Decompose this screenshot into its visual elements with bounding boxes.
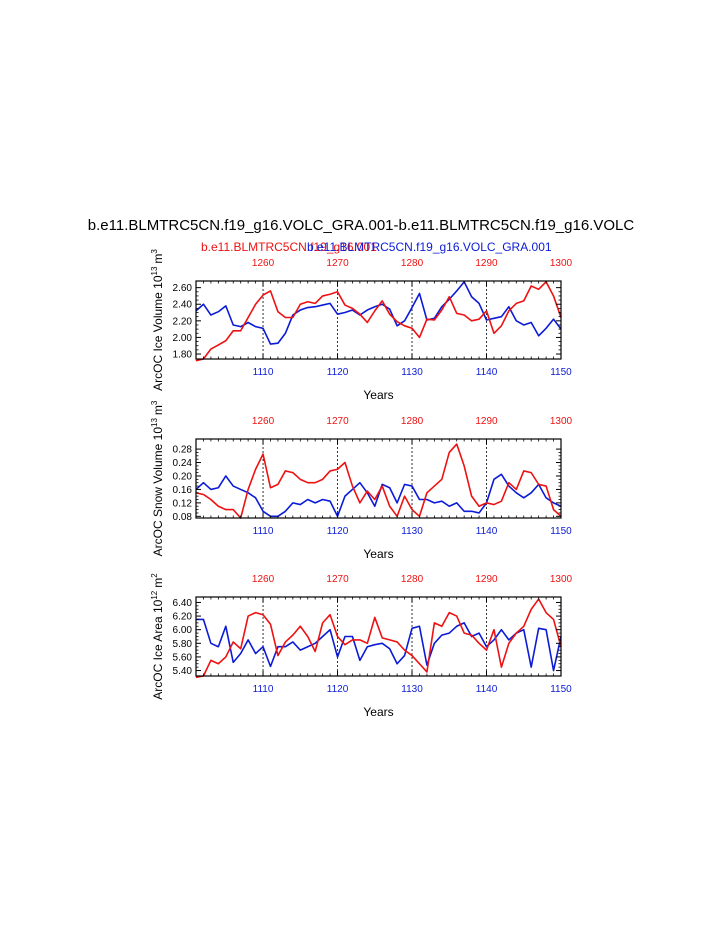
- x-tick-label-top: 1300: [550, 416, 573, 427]
- y-tick-label: 5.80: [173, 639, 193, 650]
- y-tick-label: 6.40: [173, 598, 193, 609]
- y-axis-label-part: 3: [150, 400, 159, 405]
- y-tick-label: 6.00: [173, 625, 193, 636]
- y-axis-label-part: 3: [150, 249, 159, 254]
- x-tick-label-bottom: 1150: [550, 367, 572, 378]
- y-axis-label: ArcOC Ice Volume 1013 m3: [150, 249, 165, 391]
- y-axis-label-part: ArcOC Ice Volume 10: [151, 275, 165, 391]
- chart-panel-3: 5.40 5.60 5.80 6.00 6.20 6.40 1110 1260 1120 1270…: [150, 573, 573, 719]
- x-tick-label-top: 1300: [550, 574, 573, 585]
- y-axis-label-part: ArcOC Ice Area 10: [151, 599, 165, 699]
- subtitle-red: b.e11.BLMTRC5CN.f19_g16.001: [201, 240, 377, 254]
- y-tick-label: 6.20: [173, 612, 193, 623]
- y-axis-label-part: 13: [150, 418, 159, 427]
- chart-panel-1: 1.80 2.00 2.20 2.40 2.60 1110 1260 1120 1270 1130…: [150, 249, 573, 402]
- y-axis-label-part: 12: [150, 590, 159, 599]
- x-tick-label-top: 1260: [252, 574, 275, 585]
- x-tick-label-bottom: 1140: [476, 367, 498, 378]
- x-tick-label-bottom: 1110: [253, 684, 274, 695]
- x-tick-label-top: 1260: [252, 416, 275, 427]
- x-tick-label-top: 1280: [401, 258, 424, 269]
- y-tick-label: 2.20: [173, 316, 193, 327]
- y-tick-label: 0.08: [173, 512, 193, 523]
- y-tick-label: 0.16: [173, 485, 193, 496]
- x-tick-label-bottom: 1110: [253, 367, 274, 378]
- main-title: b.e11.BLMTRC5CN.f19_g16.VOLC_GRA.001-b.e…: [88, 217, 635, 234]
- series-line-blue: [196, 618, 562, 672]
- y-axis-label-part: 2: [150, 573, 159, 578]
- x-tick-label-top: 1270: [326, 574, 349, 585]
- x-tick-label-top: 1280: [401, 574, 424, 585]
- subtitle-blue: b.e11.BLMTRC5CN.f19_g16.VOLC_GRA.001: [307, 240, 552, 254]
- x-tick-label-bottom: 1120: [327, 526, 349, 537]
- y-tick-label: 2.00: [173, 333, 193, 344]
- x-tick-label-bottom: 1140: [476, 526, 498, 537]
- x-axis-label: Years: [363, 388, 393, 402]
- x-tick-label-top: 1270: [326, 258, 349, 269]
- x-tick-label-bottom: 1130: [401, 526, 423, 537]
- y-axis-label-part: m: [151, 578, 165, 588]
- x-tick-label-bottom: 1150: [550, 684, 572, 695]
- y-axis-label-part: m: [151, 254, 165, 264]
- y-axis-label: ArcOC Snow Volume 1013 m3: [150, 400, 165, 556]
- y-tick-label: 0.28: [173, 445, 193, 456]
- series-line-red: [195, 598, 562, 679]
- y-tick-label: 5.40: [173, 666, 193, 677]
- y-axis-label: ArcOC Ice Area 1012 m2: [150, 573, 165, 700]
- x-tick-label-top: 1290: [475, 416, 498, 427]
- y-tick-label: 0.12: [173, 498, 193, 509]
- x-tick-label-bottom: 1120: [327, 367, 349, 378]
- x-tick-label-bottom: 1150: [550, 526, 572, 537]
- x-tick-label-bottom: 1130: [401, 367, 423, 378]
- y-tick-label: 0.20: [173, 471, 193, 482]
- y-tick-label: 1.80: [173, 350, 193, 361]
- y-tick-label: 5.60: [173, 652, 193, 663]
- x-tick-label-bottom: 1130: [401, 684, 423, 695]
- x-tick-label-bottom: 1120: [327, 684, 349, 695]
- y-tick-label: 2.60: [173, 283, 193, 294]
- y-axis-label-part: m: [151, 405, 165, 415]
- plot-frame: [195, 280, 562, 360]
- x-tick-label-top: 1280: [401, 416, 424, 427]
- x-tick-label-top: 1290: [475, 258, 498, 269]
- x-tick-label-bottom: 1140: [476, 684, 498, 695]
- series-line-red: [195, 443, 562, 519]
- y-axis-label-part: 13: [150, 266, 159, 275]
- x-tick-label-bottom: 1110: [253, 526, 274, 537]
- chart-panel-2: 0.08 0.12 0.16 0.20 0.24 0.28 1110 1260 1120 1270…: [150, 400, 573, 561]
- x-tick-label-top: 1260: [252, 258, 275, 269]
- x-axis-label: Years: [363, 547, 393, 561]
- x-axis-label: Years: [363, 705, 393, 719]
- plot-frame: [195, 438, 562, 519]
- y-tick-label: 2.40: [173, 300, 193, 311]
- x-tick-label-top: 1290: [475, 574, 498, 585]
- y-tick-label: 0.24: [173, 458, 193, 469]
- x-tick-label-top: 1270: [326, 416, 349, 427]
- series-line-red: [195, 281, 562, 362]
- series-line-blue: [195, 473, 562, 518]
- x-tick-label-top: 1300: [550, 258, 573, 269]
- panels: 1.80 2.00 2.20 2.40 2.60 1110 1260 1120 1270 1130…: [150, 249, 573, 719]
- y-axis-label-part: ArcOC Snow Volume 10: [151, 427, 165, 557]
